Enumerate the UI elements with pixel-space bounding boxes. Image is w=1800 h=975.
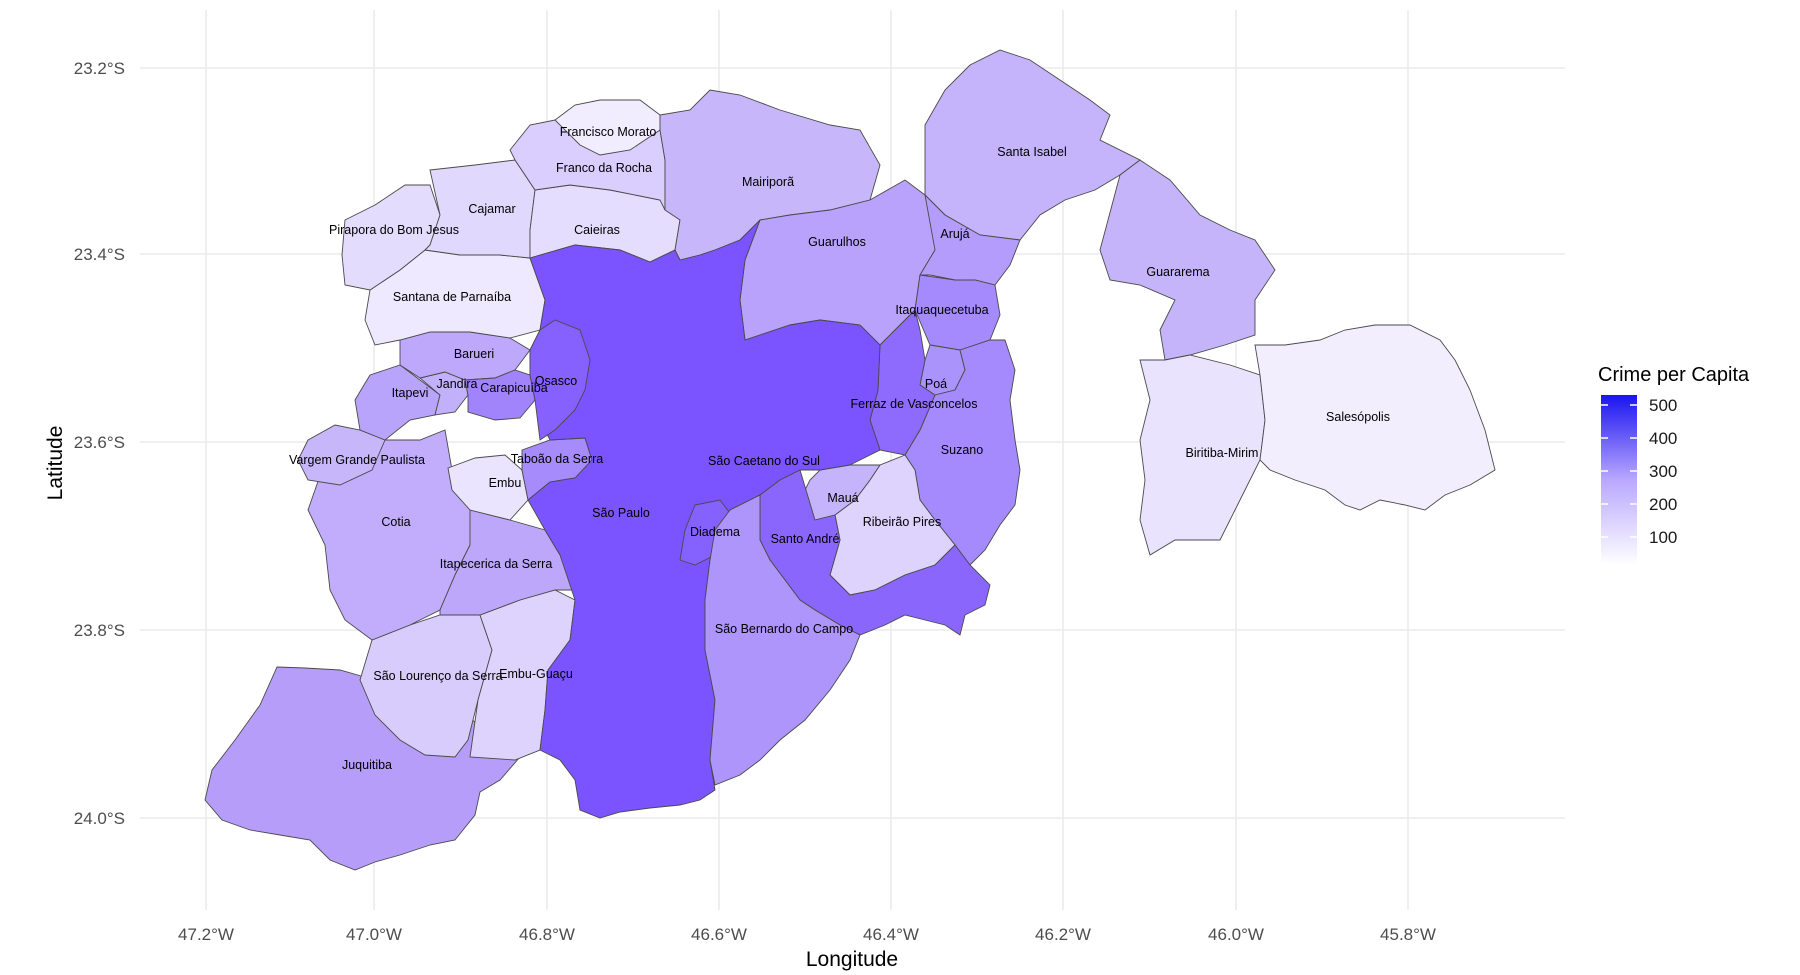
muni-label: Ribeirão Pires [863,515,942,529]
muni-label: Poá [925,377,947,391]
muni-label: Itapevi [392,386,429,400]
muni-label: Arujá [940,227,969,241]
muni-label: São Caetano do Sul [708,454,820,468]
muni-label: Embu-Guaçu [499,667,573,681]
muni-label: Osasco [535,374,577,388]
muni-cajamar[interactable] [424,159,536,259]
muni-label: Itaquaquecetuba [895,303,988,317]
muni-label: Salesópolis [1326,410,1390,424]
muni-label: Guararema [1146,265,1209,279]
legend-title: Crime per Capita [1598,364,1750,386]
muni-label: Cajamar [468,202,515,216]
muni-label: Caieiras [574,223,620,237]
muni-label: São Lourenço da Serra [373,669,502,683]
muni-label: Santana de Parnaíba [393,290,511,304]
legend-tick-label: 200 [1649,495,1677,514]
muni-label: Francisco Morato [560,125,657,139]
muni-label: Mairiporã [742,175,794,189]
muni-label: Suzano [941,443,983,457]
y-tick-label: 24.0°S [74,809,125,828]
muni-label: Jandira [437,377,478,391]
muni-osasco[interactable] [529,319,591,441]
muni-label: Franco da Rocha [556,161,652,175]
muni-carapicuiba[interactable] [464,369,536,421]
municipality-labels: Francisco Morato Franco da Rocha Mairipo… [289,125,1390,772]
muni-guararema[interactable] [1099,159,1276,361]
muni-label: Santo André [771,532,840,546]
y-axis-title: Latitude [44,426,67,501]
muni-vargem-grande-paulista[interactable] [297,424,386,486]
legend-colorbar [1601,395,1637,565]
muni-label: Embu [489,476,522,490]
legend-tick-label: 500 [1649,396,1677,415]
muni-label: Diadema [690,525,740,539]
x-tick-label: 46.2°W [1035,925,1091,944]
legend-tick-label: 300 [1649,462,1677,481]
y-tick-label: 23.6°S [74,433,125,452]
legend: Crime per Capita 500 400 300 200 100 [1598,364,1750,565]
muni-label: Taboão da Serra [511,452,603,466]
muni-label: Itapecerica da Serra [440,557,553,571]
y-tick-label: 23.8°S [74,621,125,640]
muni-label: Carapicuíba [480,381,547,395]
muni-salesopolis[interactable] [1254,324,1496,511]
legend-tick-label: 400 [1649,429,1677,448]
x-tick-label: 45.8°W [1380,925,1436,944]
municipality-shapes [204,49,1496,871]
muni-label: Santa Isabel [997,145,1067,159]
x-tick-label: 46.8°W [519,925,575,944]
muni-label: Mauá [827,491,858,505]
x-tick-label: 47.0°W [346,925,402,944]
muni-itapevi[interactable] [354,364,441,441]
legend-tick-label: 100 [1649,528,1677,547]
x-tick-labels: 47.2°W 47.0°W 46.8°W 46.6°W 46.4°W 46.2°… [178,925,1436,944]
muni-label: São Bernardo do Campo [715,622,853,636]
y-tick-label: 23.2°S [74,59,125,78]
x-tick-label: 46.6°W [691,925,747,944]
muni-label: Ferraz de Vasconcelos [851,397,978,411]
x-tick-label: 46.0°W [1208,925,1264,944]
muni-label: São Paulo [592,506,650,520]
muni-label: Biritiba-Mirim [1186,446,1259,460]
x-tick-label: 47.2°W [178,925,234,944]
x-tick-label: 46.4°W [863,925,919,944]
y-tick-labels: 23.2°S 23.4°S 23.6°S 23.8°S 24.0°S [74,59,125,828]
muni-label: Cotia [381,515,410,529]
muni-label: Barueri [454,347,494,361]
muni-itaquaquecetuba[interactable] [914,274,1001,351]
muni-label: Vargem Grande Paulista [289,453,425,467]
muni-sao-bernardo-do-campo[interactable] [704,494,861,786]
y-tick-label: 23.4°S [74,245,125,264]
muni-biritiba-mirim[interactable] [1139,354,1266,556]
muni-label: Juquitiba [342,758,392,772]
x-axis-title: Longitude [806,948,898,971]
muni-label: Pirapora do Bom Jesus [329,223,459,237]
muni-label: Guarulhos [808,235,866,249]
